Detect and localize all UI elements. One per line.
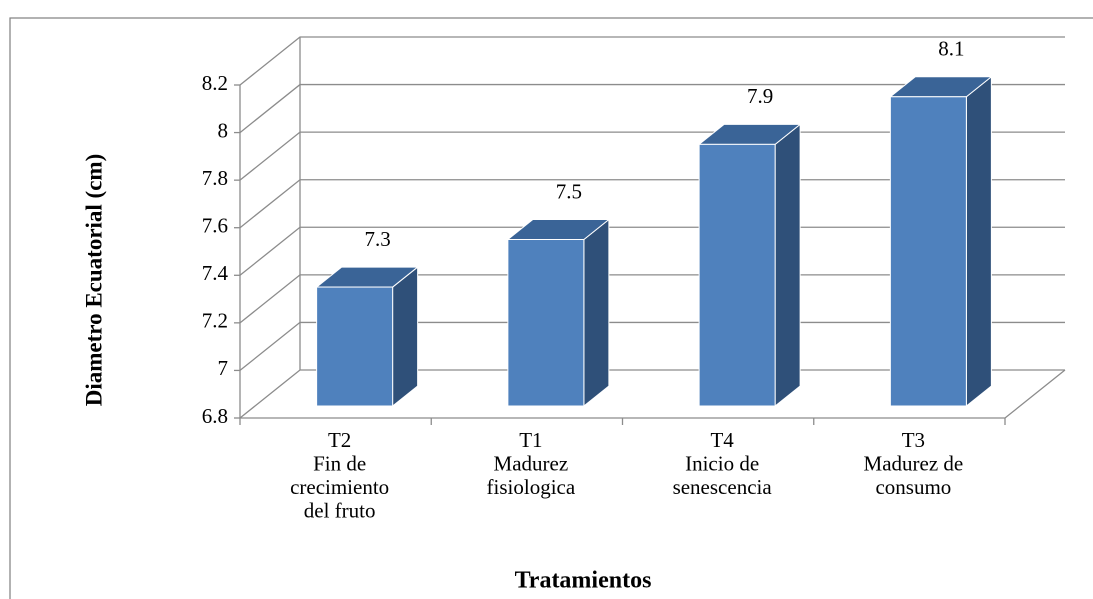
bar (507, 239, 585, 407)
bar-side (392, 266, 419, 408)
bar (698, 143, 776, 407)
y-tick-label: 8.2 (202, 71, 228, 95)
x-tick-label: T4 (710, 428, 734, 452)
bar-side (583, 218, 610, 408)
x-tick-label: crecimiento (290, 475, 389, 499)
y-tick-label: 7.6 (202, 214, 228, 238)
x-tick-label: Fin de (313, 451, 366, 475)
x-tick-label: Inicio de (685, 451, 759, 475)
x-tick-label: T2 (328, 428, 351, 452)
bar-side (965, 75, 992, 408)
x-axis-label: Tratamientos (515, 568, 652, 594)
x-tick-label: consumo (875, 475, 951, 499)
data-label: 7.5 (556, 179, 582, 203)
y-tick-label: 7.8 (202, 166, 228, 190)
data-label: 7.9 (747, 84, 773, 108)
y-tick-label: 6.8 (202, 404, 228, 428)
y-tick-label: 7.2 (202, 309, 228, 333)
y-tick-label: 8 (218, 118, 229, 142)
y-tick-label: 7.4 (202, 261, 229, 285)
x-tick-label: fisiologica (487, 475, 576, 499)
bar (889, 96, 967, 407)
x-tick-label: senescencia (673, 475, 773, 499)
x-tick-label: T1 (519, 428, 542, 452)
data-label: 7.3 (365, 227, 391, 251)
x-tick-label: Madurez (494, 451, 569, 475)
data-label: 8.1 (938, 37, 964, 61)
bar-side (774, 123, 801, 408)
x-tick-label: del fruto (304, 498, 376, 522)
x-tick-label: Madurez de (864, 451, 964, 475)
y-tick-label: 7 (218, 356, 229, 380)
bar (316, 286, 394, 407)
x-tick-label: T3 (902, 428, 925, 452)
y-axis-label: Diametro Ecuatorial (cm) (81, 154, 106, 407)
